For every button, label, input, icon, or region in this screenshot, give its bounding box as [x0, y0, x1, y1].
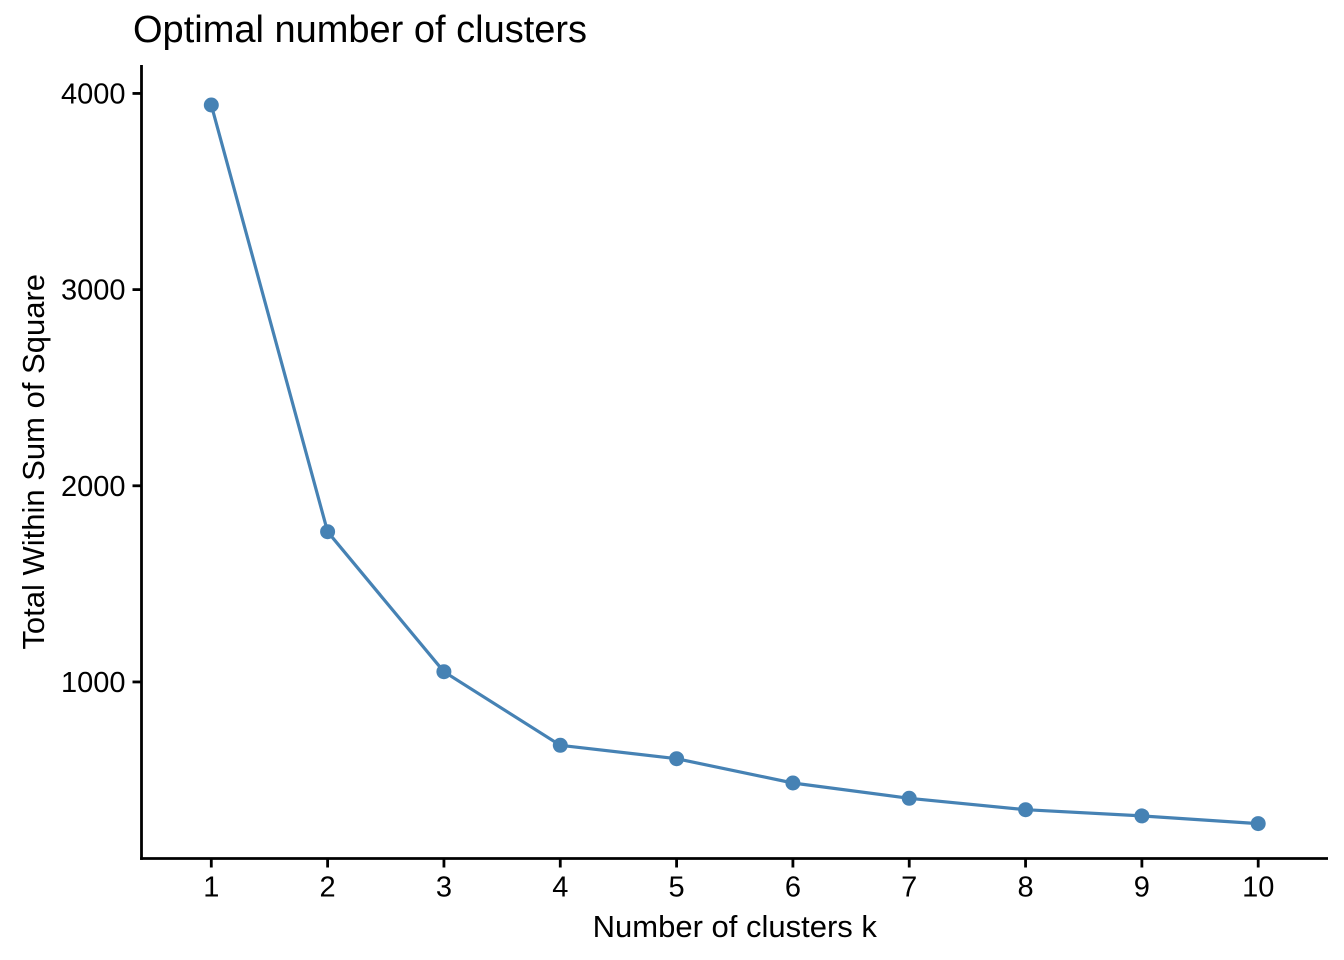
x-tick-label: 4: [552, 872, 568, 904]
axes-layer: 1000 2000 3000 4000 1 2 3 4 5 6 7 8 9 10: [61, 65, 1328, 904]
y-tick-label: 3000: [61, 275, 126, 307]
y-axis-title: Total Within Sum of Square: [16, 274, 51, 650]
y-tick-label: 4000: [61, 78, 126, 110]
data-point-k6: [785, 775, 801, 791]
x-tick-label: 2: [320, 872, 336, 904]
x-tick-label: 5: [669, 872, 685, 904]
x-tick-label: 1: [203, 872, 219, 904]
data-point-k7: [901, 790, 917, 806]
x-tick-label: 8: [1017, 872, 1033, 904]
x-tick-label: 9: [1134, 872, 1150, 904]
y-tick-label: 2000: [61, 471, 126, 503]
data-point-k9: [1134, 808, 1150, 824]
data-point-k1: [203, 97, 219, 113]
data-point-k10: [1250, 816, 1266, 832]
data-point-k4: [552, 737, 568, 753]
x-tick-label: 10: [1242, 872, 1274, 904]
data-point-k3: [436, 664, 452, 680]
x-tick-label: 7: [901, 872, 917, 904]
y-tick-label: 1000: [61, 667, 126, 699]
x-tick-label: 3: [436, 872, 452, 904]
data-point-k2: [320, 524, 336, 540]
x-tick-label: 6: [785, 872, 801, 904]
data-point-k8: [1018, 802, 1034, 818]
data-point-k5: [669, 751, 685, 767]
x-axis-title: Number of clusters k: [593, 909, 878, 944]
chart-title: Optimal number of clusters: [133, 9, 587, 51]
series-layer: [203, 97, 1266, 832]
series-line: [209, 103, 1260, 826]
